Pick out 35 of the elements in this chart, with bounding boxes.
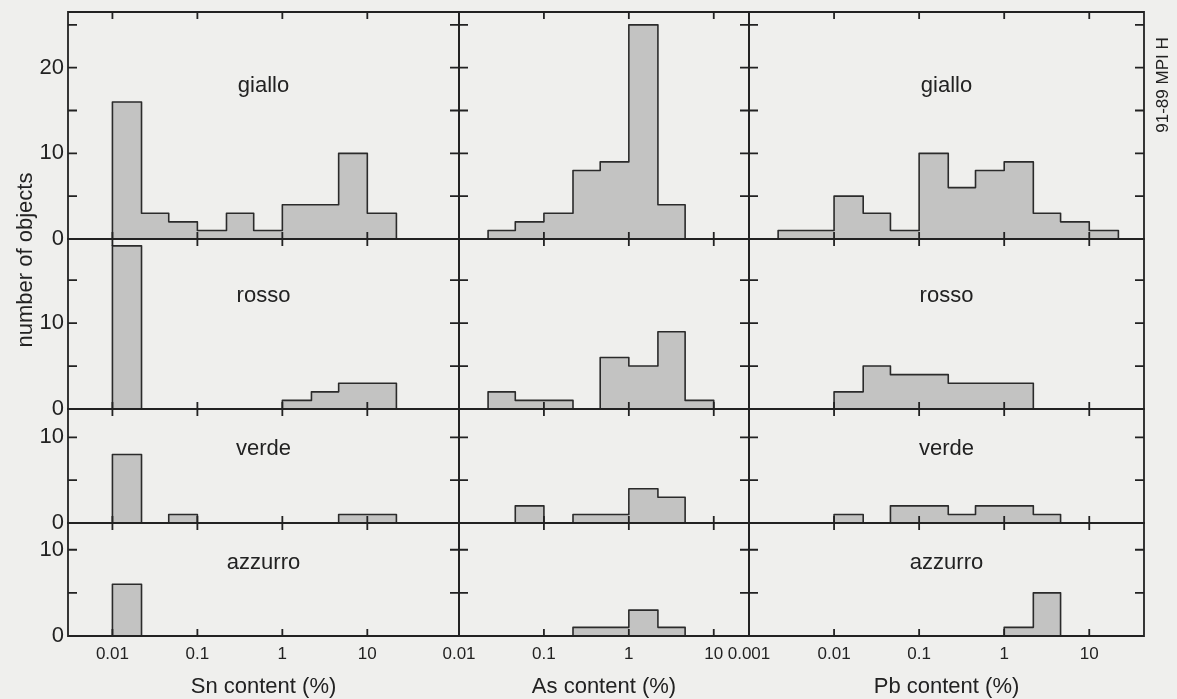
y-tick-label: 10 <box>39 309 64 335</box>
x-tick-label: 1 <box>999 643 1009 663</box>
text: rosso <box>236 282 291 307</box>
text: giallo <box>237 72 290 98</box>
x-axis-title: As content (%) <box>531 672 677 698</box>
text: 91-89 MPI H <box>1153 37 1173 133</box>
x-tick-label: 0.1 <box>532 643 556 663</box>
text: giallo <box>920 72 973 98</box>
x-tick-label: 10 <box>1079 643 1099 663</box>
text: rosso <box>919 282 974 307</box>
y-tick-label: 10 <box>39 423 64 449</box>
y-axis-title: number of objects <box>12 172 38 348</box>
x-tick-label: 0.001 <box>727 643 771 663</box>
x-tick-label: 0.01 <box>442 643 476 663</box>
y-tick-label: 0 <box>51 622 64 648</box>
text: verde <box>235 435 292 461</box>
y-tick-label: 10 <box>39 139 64 165</box>
y-tick-label: 0 <box>51 225 64 251</box>
x-tick-label: 0.01 <box>95 643 129 663</box>
y-tick-label: 10 <box>39 535 64 561</box>
y-tick-label: 0 <box>51 395 64 421</box>
x-tick-label: 1 <box>277 643 288 663</box>
text: azzurro <box>909 548 984 574</box>
y-tick-label: 0 <box>51 509 64 535</box>
x-tick-label: 0.1 <box>185 643 210 663</box>
x-tick-label: 10 <box>357 643 377 663</box>
x-tick-label: 0.01 <box>817 643 851 663</box>
y-tick-label: 20 <box>39 53 64 79</box>
x-tick-label: 0.1 <box>907 643 931 663</box>
x-tick-label: 10 <box>704 643 724 663</box>
x-tick-label: 1 <box>624 643 634 663</box>
text: verde <box>918 435 975 461</box>
x-axis-title: Pb content (%) <box>873 672 1020 698</box>
text: azzurro <box>226 548 301 574</box>
x-axis-title: Sn content (%) <box>190 672 337 698</box>
